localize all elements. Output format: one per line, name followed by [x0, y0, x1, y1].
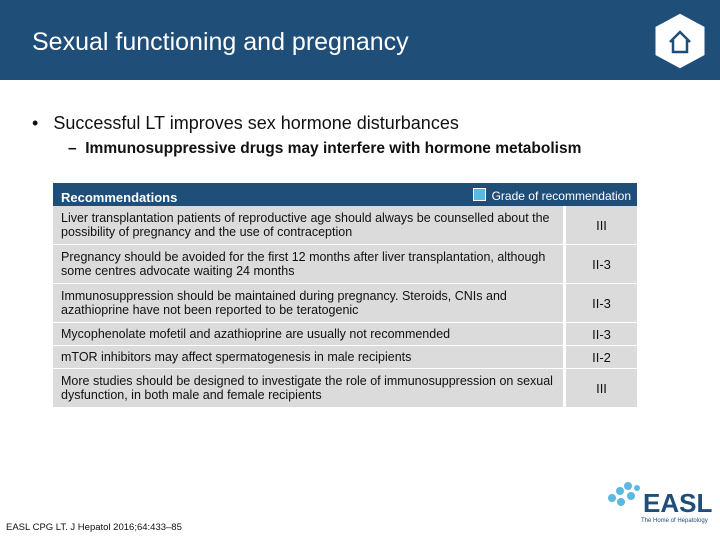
grade: II-3: [566, 284, 637, 322]
recommendation: mTOR inhibitors may affect spermatogenes…: [53, 346, 563, 368]
table-row: Liver transplantation patients of reprod…: [53, 206, 637, 245]
table-row: Mycophenolate mofetil and azathioprine a…: [53, 323, 637, 346]
table: Recommendations Grade of recommendation …: [53, 183, 637, 408]
header-bar: Sexual functioning and pregnancy: [0, 0, 720, 80]
table-row: Immunosuppression should be maintained d…: [53, 284, 637, 323]
tagline: The Home of Hepatology: [641, 518, 708, 524]
title: Sexual functioning and pregnancy: [32, 28, 409, 56]
recommendation: Liver transplantation patients of reprod…: [53, 206, 563, 244]
bullet: • Successful LT improves sex hormone dis…: [32, 113, 459, 133]
grade: III: [566, 369, 637, 407]
header-label: Recommendations: [61, 190, 178, 205]
table-row: mTOR inhibitors may affect spermatogenes…: [53, 346, 637, 369]
recommendation: Mycophenolate mofetil and azathioprine a…: [53, 323, 563, 345]
grade: II-2: [566, 346, 637, 368]
recommendation: Immunosuppression should be maintained d…: [53, 284, 563, 322]
logo-dots: [608, 482, 640, 506]
grade: III: [566, 206, 637, 244]
home-icon[interactable]: [650, 10, 710, 72]
recommendation: Pregnancy should be avoided for the firs…: [53, 245, 563, 283]
recommendation: More studies should be designed to inves…: [53, 369, 563, 407]
table-row: Pregnancy should be avoided for the firs…: [53, 245, 637, 284]
citation: EASL CPG LT. J Hepatol 2016;64:433–85: [6, 522, 182, 533]
sub-bullet: – Immunosuppressive drugs may interfere …: [68, 140, 582, 157]
table-row: More studies should be designed to inves…: [53, 369, 637, 408]
logo: EASL: [643, 488, 713, 518]
grade: II-3: [566, 245, 637, 283]
table-header: Recommendations Grade of recommendation: [53, 183, 637, 206]
legend: Grade of recommendation: [472, 188, 631, 203]
grade: II-3: [566, 323, 637, 345]
